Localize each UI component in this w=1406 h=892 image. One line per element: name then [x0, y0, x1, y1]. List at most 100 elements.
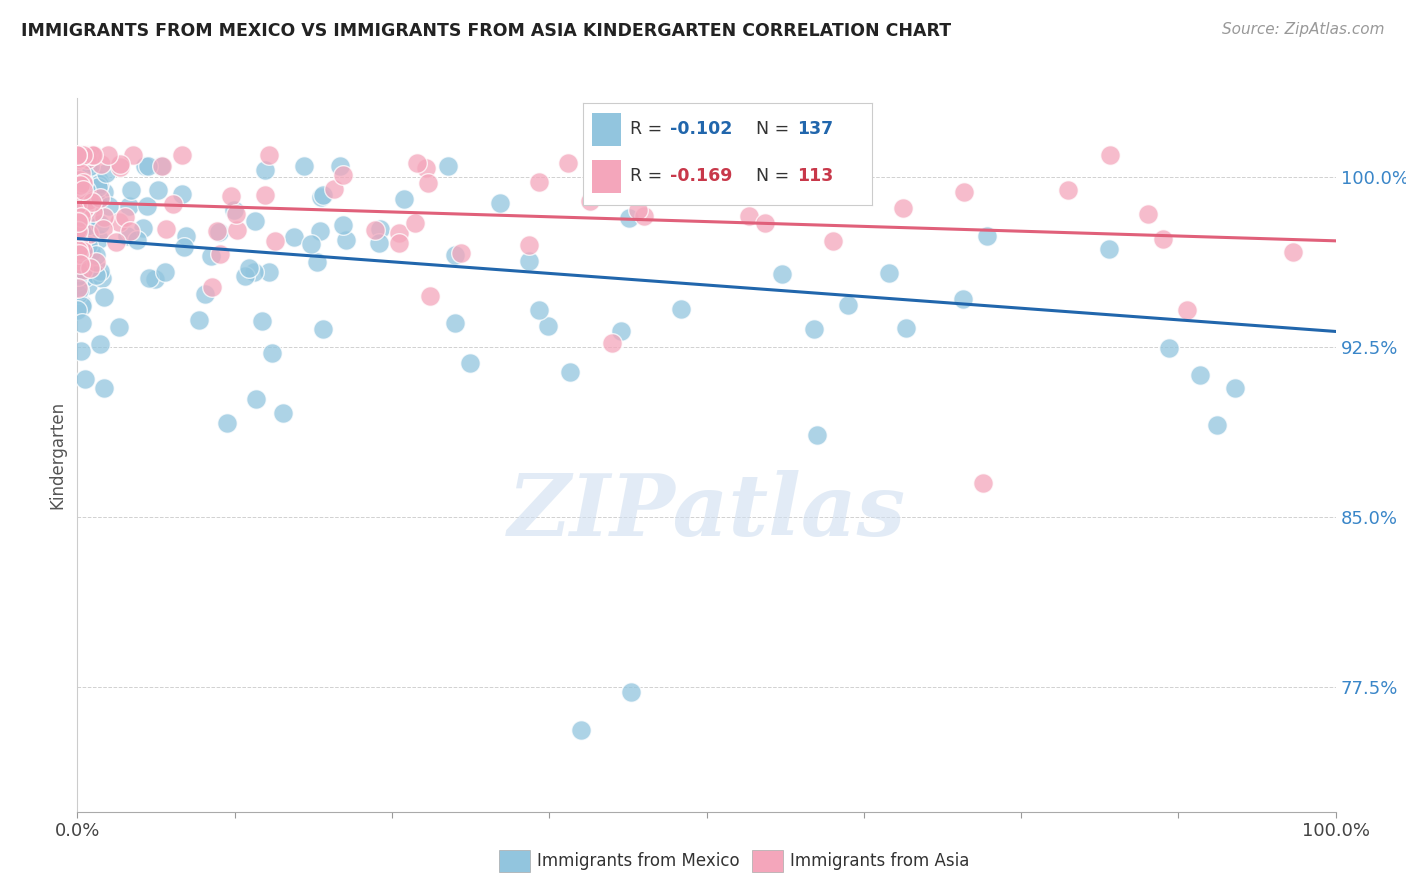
Point [108, 215, 131, 229]
Point [1057, 183, 1080, 197]
Point [70, 211, 93, 225]
Point [617, 211, 640, 225]
Point [893, 201, 915, 215]
Point [388, 226, 411, 240]
Point [70, 147, 93, 161]
Point [77, 219, 100, 234]
Point [292, 159, 315, 173]
Point [84, 255, 107, 269]
Point [93, 185, 115, 199]
Text: Immigrants from Mexico: Immigrants from Mexico [537, 852, 740, 870]
Point [72, 183, 94, 197]
Point [335, 233, 357, 247]
Point [84, 268, 107, 282]
Point [415, 161, 437, 175]
Point [66, 303, 89, 318]
Point [80, 147, 103, 161]
Point [332, 218, 354, 232]
Point [633, 209, 655, 223]
Point [67, 147, 90, 161]
Point [98, 199, 121, 213]
Point [894, 321, 917, 335]
Point [450, 245, 472, 260]
Point [332, 169, 354, 183]
Point [283, 230, 305, 244]
Point [75, 270, 97, 285]
Point [93, 210, 115, 224]
Text: 137: 137 [797, 120, 832, 138]
Point [207, 224, 229, 238]
Point [238, 260, 260, 275]
Point [66, 245, 89, 260]
Point [69, 203, 91, 218]
Point [76, 278, 98, 293]
Point [614, 147, 637, 161]
Text: IMMIGRANTS FROM MEXICO VS IMMIGRANTS FROM ASIA KINDERGARTEN CORRELATION CHART: IMMIGRANTS FROM MEXICO VS IMMIGRANTS FRO… [21, 22, 952, 40]
Bar [592, 112, 621, 145]
Point [242, 265, 264, 279]
Point [772, 267, 794, 281]
Point [76, 219, 98, 233]
Point [66, 235, 89, 249]
Point [110, 160, 132, 174]
Point [89, 218, 111, 232]
Point [97, 147, 120, 161]
Point [406, 156, 429, 170]
Point [72, 147, 94, 161]
Point [75, 183, 97, 197]
Point [1152, 232, 1174, 246]
Point [70, 299, 93, 313]
Point [837, 298, 859, 312]
Bar [592, 160, 621, 193]
Point [66, 147, 89, 161]
Point [1175, 302, 1198, 317]
Point [976, 228, 998, 243]
Point [66, 147, 89, 161]
Point [67, 247, 90, 261]
Point [769, 180, 792, 194]
Point [79, 193, 101, 207]
Point [79, 261, 101, 276]
Point [69, 170, 91, 185]
Point [67, 213, 90, 227]
Point [66, 183, 89, 197]
Point [66, 280, 89, 294]
Point [75, 225, 97, 239]
Point [66, 183, 89, 197]
Point [66, 224, 89, 238]
Point [120, 183, 142, 197]
Point [72, 262, 94, 277]
Point [66, 215, 89, 229]
Text: Source: ZipAtlas.com: Source: ZipAtlas.com [1222, 22, 1385, 37]
Point [77, 227, 100, 241]
Point [162, 196, 184, 211]
Point [754, 216, 776, 230]
Point [66, 221, 89, 235]
Text: 113: 113 [797, 168, 832, 186]
Point [458, 356, 481, 370]
Point [73, 201, 96, 215]
Point [419, 289, 441, 303]
Point [1098, 242, 1121, 256]
Point [620, 684, 643, 698]
Point [69, 344, 91, 359]
Point [89, 264, 111, 278]
Point [70, 203, 93, 218]
Point [221, 189, 243, 203]
Point [66, 243, 89, 257]
Point [536, 318, 558, 333]
Point [69, 159, 91, 173]
Point [66, 226, 89, 240]
Point [82, 205, 104, 219]
Point [201, 280, 224, 294]
Point [527, 175, 550, 189]
Point [77, 242, 100, 256]
Point [879, 266, 901, 280]
Point [364, 223, 387, 237]
Text: -0.102: -0.102 [671, 120, 733, 138]
Point [115, 229, 138, 244]
Point [1157, 341, 1180, 355]
Point [527, 302, 550, 317]
Point [76, 252, 98, 267]
Point [173, 240, 195, 254]
